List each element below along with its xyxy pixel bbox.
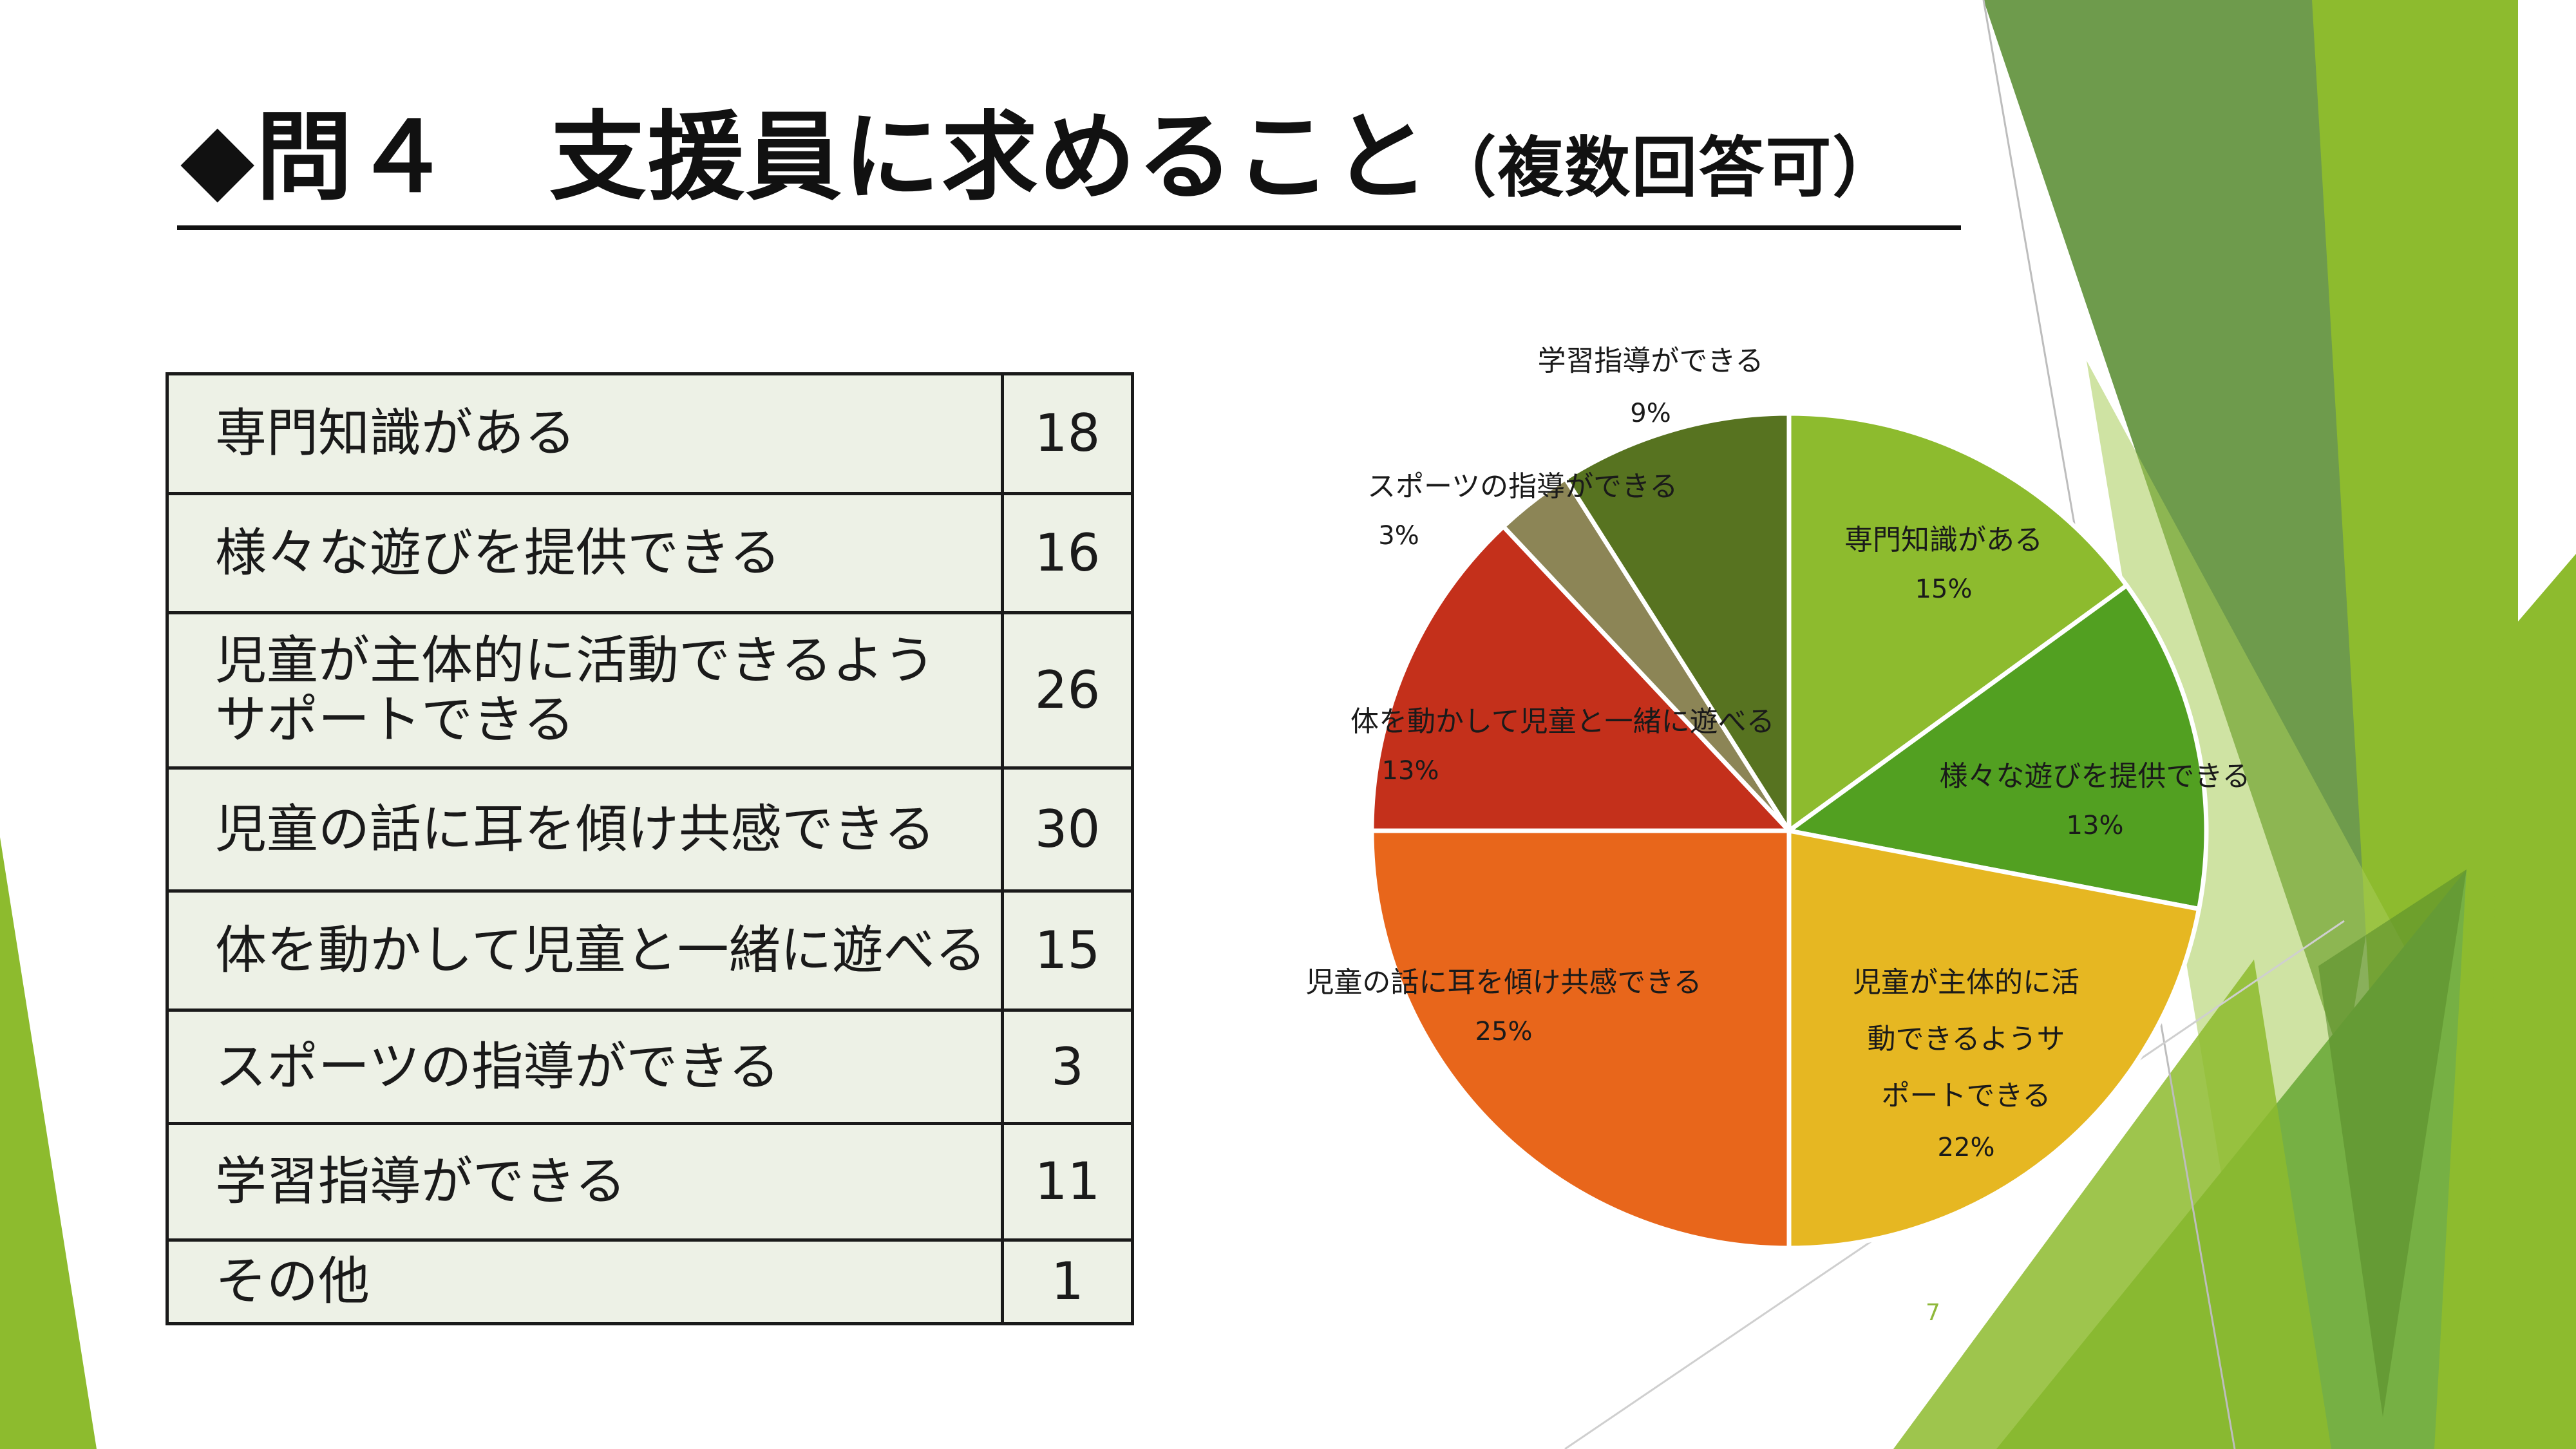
- pie-slice: [1562, 411, 1792, 839]
- row-label: 専門知識がある: [166, 372, 1004, 495]
- row-label: 児童が主体的に活動できるよう サポートできる: [166, 611, 1004, 770]
- row-count: 18: [1001, 372, 1134, 495]
- table-row: 児童が主体的に活動できるよう サポートできる 26: [166, 611, 1134, 770]
- table-row: 専門知識がある 18: [166, 372, 1134, 495]
- title-underline: [177, 225, 1961, 230]
- slice-label: 専門知識がある: [1844, 524, 2043, 556]
- slice-percent: 9%: [1630, 399, 1671, 428]
- row-count: 3: [1001, 1009, 1134, 1125]
- table-row: スポーツの指導ができる 3: [166, 1009, 1134, 1125]
- row-count: 1: [1001, 1238, 1134, 1326]
- table-row: 学習指導ができる 11: [166, 1121, 1134, 1242]
- row-count: 30: [1001, 766, 1134, 893]
- slide-title-main: ◆問４ 支援員に求めること: [180, 102, 1431, 214]
- slice-percent: 13%: [2067, 811, 2124, 840]
- slice-label: 体を動かして児童と一緒に遊べる: [1350, 705, 1775, 738]
- slice-label: スポーツの指導ができる: [1367, 470, 1678, 503]
- slice-label: ポートできる: [1881, 1079, 2050, 1112]
- slice-label: 児童が主体的に活: [1853, 966, 2079, 999]
- slice-percent: 22%: [1938, 1133, 1995, 1162]
- slice-percent: 15%: [1915, 574, 1973, 604]
- slice-label: 児童の話に耳を傾け共感できる: [1305, 966, 1701, 999]
- slice-label: 学習指導ができる: [1537, 345, 1763, 377]
- slice-percent: 25%: [1475, 1017, 1533, 1046]
- table-row: その他 1: [166, 1238, 1134, 1326]
- row-label: 様々な遊びを提供できる: [166, 491, 1004, 615]
- slice-percent: 13%: [1382, 756, 1439, 786]
- row-count: 15: [1001, 889, 1134, 1012]
- pie-chart: 専門知識がある 15% 様々な遊びを提供できる 13% 児童が主体的に活動できるようサポ…: [1305, 345, 2251, 1251]
- slide-title: ◆問４ 支援員に求めること（複数回答可）: [180, 109, 1899, 206]
- pie-slice: [1369, 828, 1792, 1251]
- pie-slice: [1783, 582, 2209, 912]
- page-number: 7: [1926, 1300, 1940, 1326]
- row-label: 学習指導ができる: [166, 1121, 1004, 1242]
- pie-slice: [1786, 411, 2130, 835]
- slide-title-sub: （複数回答可）: [1430, 130, 1900, 207]
- answers-table: 専門知識がある 18 様々な遊びを提供できる 16 児童が主体的に活動できるよう…: [166, 372, 1134, 1326]
- row-count: 26: [1001, 611, 1134, 770]
- row-label: スポーツの指導ができる: [166, 1009, 1004, 1125]
- row-label: 児童の話に耳を傾け共感できる: [166, 766, 1004, 893]
- row-label: その他: [166, 1238, 1004, 1326]
- table-row: 様々な遊びを提供できる 16: [166, 491, 1134, 615]
- row-label: 体を動かして児童と一緒に遊べる: [166, 889, 1004, 1012]
- row-count: 16: [1001, 491, 1134, 615]
- table-row: 体を動かして児童と一緒に遊べる 15: [166, 889, 1134, 1012]
- slice-label: 動できるようサ: [1867, 1023, 2065, 1056]
- pie-slice: [1369, 523, 1795, 833]
- row-count: 11: [1001, 1121, 1134, 1242]
- slice-percent: 3%: [1378, 521, 1419, 551]
- slice-label: 様々な遊びを提供できる: [1939, 760, 2250, 793]
- pie-slice: [1786, 828, 2202, 1251]
- table-row: 児童の話に耳を傾け共感できる 30: [166, 766, 1134, 893]
